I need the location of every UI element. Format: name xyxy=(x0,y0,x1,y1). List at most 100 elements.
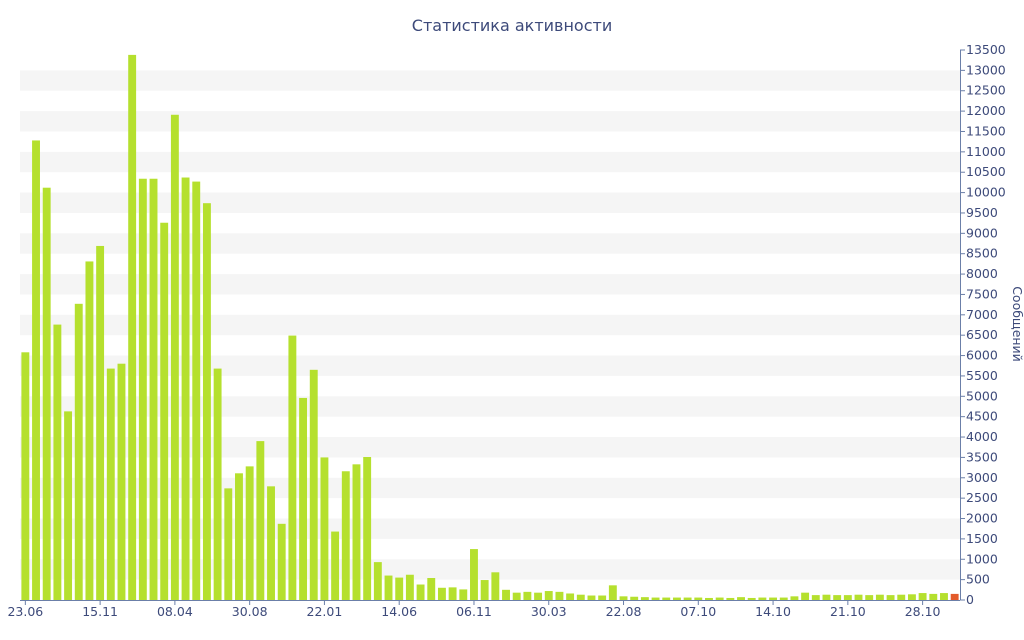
bar[interactable] xyxy=(32,140,40,600)
bar[interactable] xyxy=(587,595,596,600)
bar[interactable] xyxy=(288,335,297,600)
bar[interactable] xyxy=(64,411,73,600)
bar[interactable] xyxy=(245,466,254,600)
bar[interactable] xyxy=(384,575,393,600)
bar[interactable] xyxy=(21,352,30,600)
bar[interactable] xyxy=(875,594,884,600)
y-tick-label: 13500 xyxy=(966,42,1006,57)
bar[interactable] xyxy=(907,594,916,600)
bar[interactable] xyxy=(566,593,575,600)
bar[interactable] xyxy=(512,592,521,600)
bar[interactable] xyxy=(42,187,51,600)
bar[interactable] xyxy=(865,595,874,600)
bar[interactable] xyxy=(181,177,190,600)
bar[interactable] xyxy=(737,597,745,600)
bar[interactable] xyxy=(267,486,275,600)
bar[interactable] xyxy=(769,597,778,600)
bar[interactable] xyxy=(192,181,201,600)
bar[interactable] xyxy=(74,303,83,600)
bar[interactable] xyxy=(811,595,820,600)
bar[interactable] xyxy=(779,597,788,600)
bar[interactable] xyxy=(416,584,425,600)
bar[interactable] xyxy=(640,597,649,600)
bar[interactable] xyxy=(373,562,382,600)
bar[interactable] xyxy=(437,587,446,600)
bar[interactable] xyxy=(598,595,607,600)
grid-band xyxy=(20,233,960,254)
bar[interactable] xyxy=(395,577,404,600)
bar[interactable] xyxy=(170,114,179,600)
bar[interactable] xyxy=(630,596,639,600)
bar[interactable] xyxy=(747,597,756,600)
bar[interactable] xyxy=(672,597,681,600)
bar[interactable] xyxy=(929,593,938,600)
bar[interactable] xyxy=(576,594,585,600)
bar[interactable] xyxy=(726,597,735,600)
bar[interactable] xyxy=(309,369,318,600)
bar[interactable] xyxy=(459,589,468,600)
bar[interactable] xyxy=(117,363,126,600)
bar[interactable] xyxy=(790,596,799,600)
bar[interactable] xyxy=(555,591,564,600)
y-tick-label: 9500 xyxy=(966,205,998,220)
bar[interactable] xyxy=(683,597,692,600)
bar[interactable] xyxy=(940,593,948,600)
bar[interactable] xyxy=(85,261,94,600)
bar[interactable] xyxy=(128,54,137,600)
bar[interactable] xyxy=(160,222,169,601)
bar[interactable] xyxy=(138,178,147,601)
bar[interactable] xyxy=(224,488,233,600)
bar[interactable] xyxy=(523,591,532,600)
bar[interactable] xyxy=(213,368,222,600)
bar[interactable] xyxy=(854,594,863,600)
bar[interactable] xyxy=(918,593,927,600)
bar[interactable] xyxy=(843,595,852,600)
bar-current[interactable] xyxy=(950,593,959,600)
bar[interactable] xyxy=(544,591,553,600)
bar[interactable] xyxy=(758,597,767,600)
bar[interactable] xyxy=(320,457,329,600)
bar[interactable] xyxy=(502,589,510,600)
y-tick-label: 1000 xyxy=(966,551,998,566)
bar[interactable] xyxy=(448,587,457,600)
bar[interactable] xyxy=(405,574,414,600)
grid-band xyxy=(20,477,960,499)
bar[interactable] xyxy=(801,592,810,600)
bar[interactable] xyxy=(480,580,489,600)
bar[interactable] xyxy=(715,597,724,600)
bar[interactable] xyxy=(491,572,500,600)
bar[interactable] xyxy=(619,596,628,600)
bar[interactable] xyxy=(106,368,115,600)
bar[interactable] xyxy=(886,595,895,600)
bar[interactable] xyxy=(341,471,350,600)
bar[interactable] xyxy=(897,594,906,600)
bar[interactable] xyxy=(608,585,617,600)
bar[interactable] xyxy=(96,245,105,600)
bar[interactable] xyxy=(705,597,713,600)
grid-band xyxy=(20,192,960,213)
y-tick-label: 2500 xyxy=(966,490,998,505)
bar[interactable] xyxy=(694,597,703,600)
bar[interactable] xyxy=(331,531,340,600)
bar[interactable] xyxy=(352,464,361,600)
bar[interactable] xyxy=(53,324,62,600)
bar[interactable] xyxy=(534,592,543,600)
x-tick-label: 28.10 xyxy=(905,604,941,619)
bar[interactable] xyxy=(256,441,265,600)
bar[interactable] xyxy=(299,397,308,600)
bar[interactable] xyxy=(662,597,671,600)
bar[interactable] xyxy=(833,595,842,600)
bar[interactable] xyxy=(235,473,243,600)
y-tick-label: 7500 xyxy=(966,286,998,301)
bar[interactable] xyxy=(202,203,211,600)
y-tick-label: 3000 xyxy=(966,470,998,485)
bar[interactable] xyxy=(822,594,831,600)
y-tick-label: 12500 xyxy=(966,83,1006,98)
bar[interactable] xyxy=(277,523,286,600)
y-tick-label: 12000 xyxy=(966,103,1006,118)
bar[interactable] xyxy=(149,178,158,601)
bar[interactable] xyxy=(651,597,660,600)
bar[interactable] xyxy=(363,457,372,600)
bar[interactable] xyxy=(470,549,478,600)
bar[interactable] xyxy=(427,578,436,600)
